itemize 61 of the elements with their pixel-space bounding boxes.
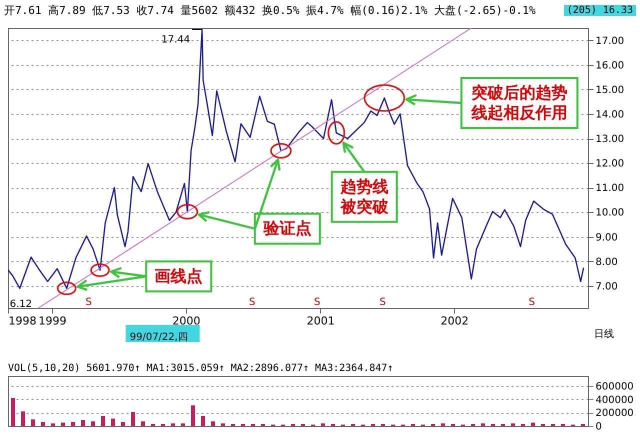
bar (51, 423, 55, 426)
annotation: 验证点 (262, 218, 312, 238)
annotation: 突破后的趋势线起相反作用 (470, 83, 568, 122)
bar (81, 420, 85, 426)
annotation: S (85, 297, 92, 308)
annotation: S (528, 297, 535, 308)
annotation: S (249, 297, 256, 308)
bar (111, 418, 115, 426)
y-tick-label: 8.00 (596, 256, 618, 268)
y-tick-label: 13.00 (596, 134, 624, 146)
x-tick-label: 1998 (8, 314, 36, 328)
bar (531, 422, 535, 426)
y-tick-label: 17.00 (596, 36, 624, 47)
y-tick-label: 12.00 (596, 158, 624, 170)
y-tick-label: 600000 (596, 382, 634, 392)
x-tick-label: 2000 (172, 314, 200, 328)
y-tick-label: 14.00 (596, 109, 624, 120)
bar (71, 422, 75, 426)
bar (101, 416, 105, 426)
bar (11, 398, 15, 426)
chart-title: VOL(5,10,20) 5601.970↑ MA1:3015.059↑ MA2:2896.077↑ MA3:2364.847↑ (8, 363, 394, 374)
bar (221, 423, 225, 426)
bar (41, 422, 45, 426)
bar (211, 421, 215, 426)
bar (31, 419, 35, 426)
bar (181, 423, 185, 426)
bar (481, 423, 485, 426)
bar (121, 422, 125, 426)
bar (61, 422, 65, 426)
y-tick-label: 11.00 (596, 183, 624, 194)
y-tick-label: 200000 (596, 408, 634, 420)
y-tick-label: 7.00 (596, 281, 618, 292)
y-tick-label: 400000 (596, 394, 634, 406)
bar (141, 421, 145, 426)
bar (321, 423, 325, 426)
annotation: 6.12 (10, 299, 32, 310)
annotation: S (314, 297, 320, 308)
annotation: 17.44 (161, 34, 190, 46)
annotation: 趋势线被突破 (339, 176, 390, 216)
bar (21, 411, 25, 426)
text: 99/07/22,四 (130, 332, 188, 343)
x-tick-label: 2002 (440, 314, 469, 328)
bar (441, 423, 445, 426)
price-tag: (205) 16.33 (564, 4, 636, 16)
y-tick-label: 10.00 (596, 208, 624, 219)
x-tick-label: 2001 (306, 314, 335, 328)
bar (171, 423, 175, 426)
annotation: S (380, 297, 386, 308)
bar (131, 412, 135, 426)
y-tick-label: 9.00 (596, 232, 618, 244)
y-tick-label: 15.00 (596, 84, 624, 96)
bar (511, 423, 515, 426)
bar (201, 416, 205, 426)
y-tick-label: 16.00 (596, 60, 624, 72)
bar (191, 405, 195, 426)
text: 日线 (594, 328, 614, 340)
chart-subtitle: 开7.61 高7.89 低7.53 收7.74 量5602 额432 换0.5% 振4.7% 幅(0.16)2.1% 大盘(-2.65)-0.1% (4, 2, 536, 18)
bar (91, 421, 95, 426)
x-tick-label: 1999 (38, 314, 67, 328)
annotation: 画线点 (154, 266, 203, 286)
y-tick-label: 0 (596, 422, 602, 432)
